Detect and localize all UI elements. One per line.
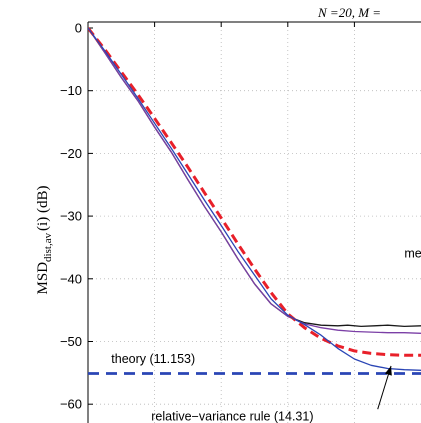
annotation-label-3: met <box>404 246 421 260</box>
annotations-layer: theory (11.153) relative−variance rule (1… <box>111 246 421 423</box>
y-axis-label-argument: (i) (dB) <box>35 186 51 231</box>
y-tick-label: −60 <box>60 397 82 412</box>
y-tick-label: −30 <box>60 209 82 224</box>
annotation-label-2: relative−variance rule (14.31) <box>151 409 313 423</box>
annotation-arrow-head <box>384 365 392 376</box>
y-axis-label-main: MSD <box>35 262 51 295</box>
series-layer <box>88 27 421 375</box>
series-line-3 <box>88 27 421 357</box>
y-tick-label: −10 <box>60 83 82 98</box>
axes: 0 −10 −20 −30 −40 −50 −60 <box>60 21 421 423</box>
grid-lines <box>88 22 421 423</box>
series-line-4 <box>88 27 421 371</box>
y-tick-label: −20 <box>60 146 82 161</box>
y-tick-label: −50 <box>60 334 82 349</box>
annotation-label-1: theory (11.153) <box>111 352 195 366</box>
series-line-1 <box>88 27 421 328</box>
series-line-2 <box>88 27 421 334</box>
y-axis-label: MSDdist,av(i) (dB) <box>35 186 54 295</box>
y-tick-label: 0 <box>75 21 82 36</box>
y-axis-label-subscript: dist,av <box>42 232 54 262</box>
chart-title: N =20, M = <box>317 5 381 20</box>
y-tick-label: −40 <box>60 271 82 286</box>
